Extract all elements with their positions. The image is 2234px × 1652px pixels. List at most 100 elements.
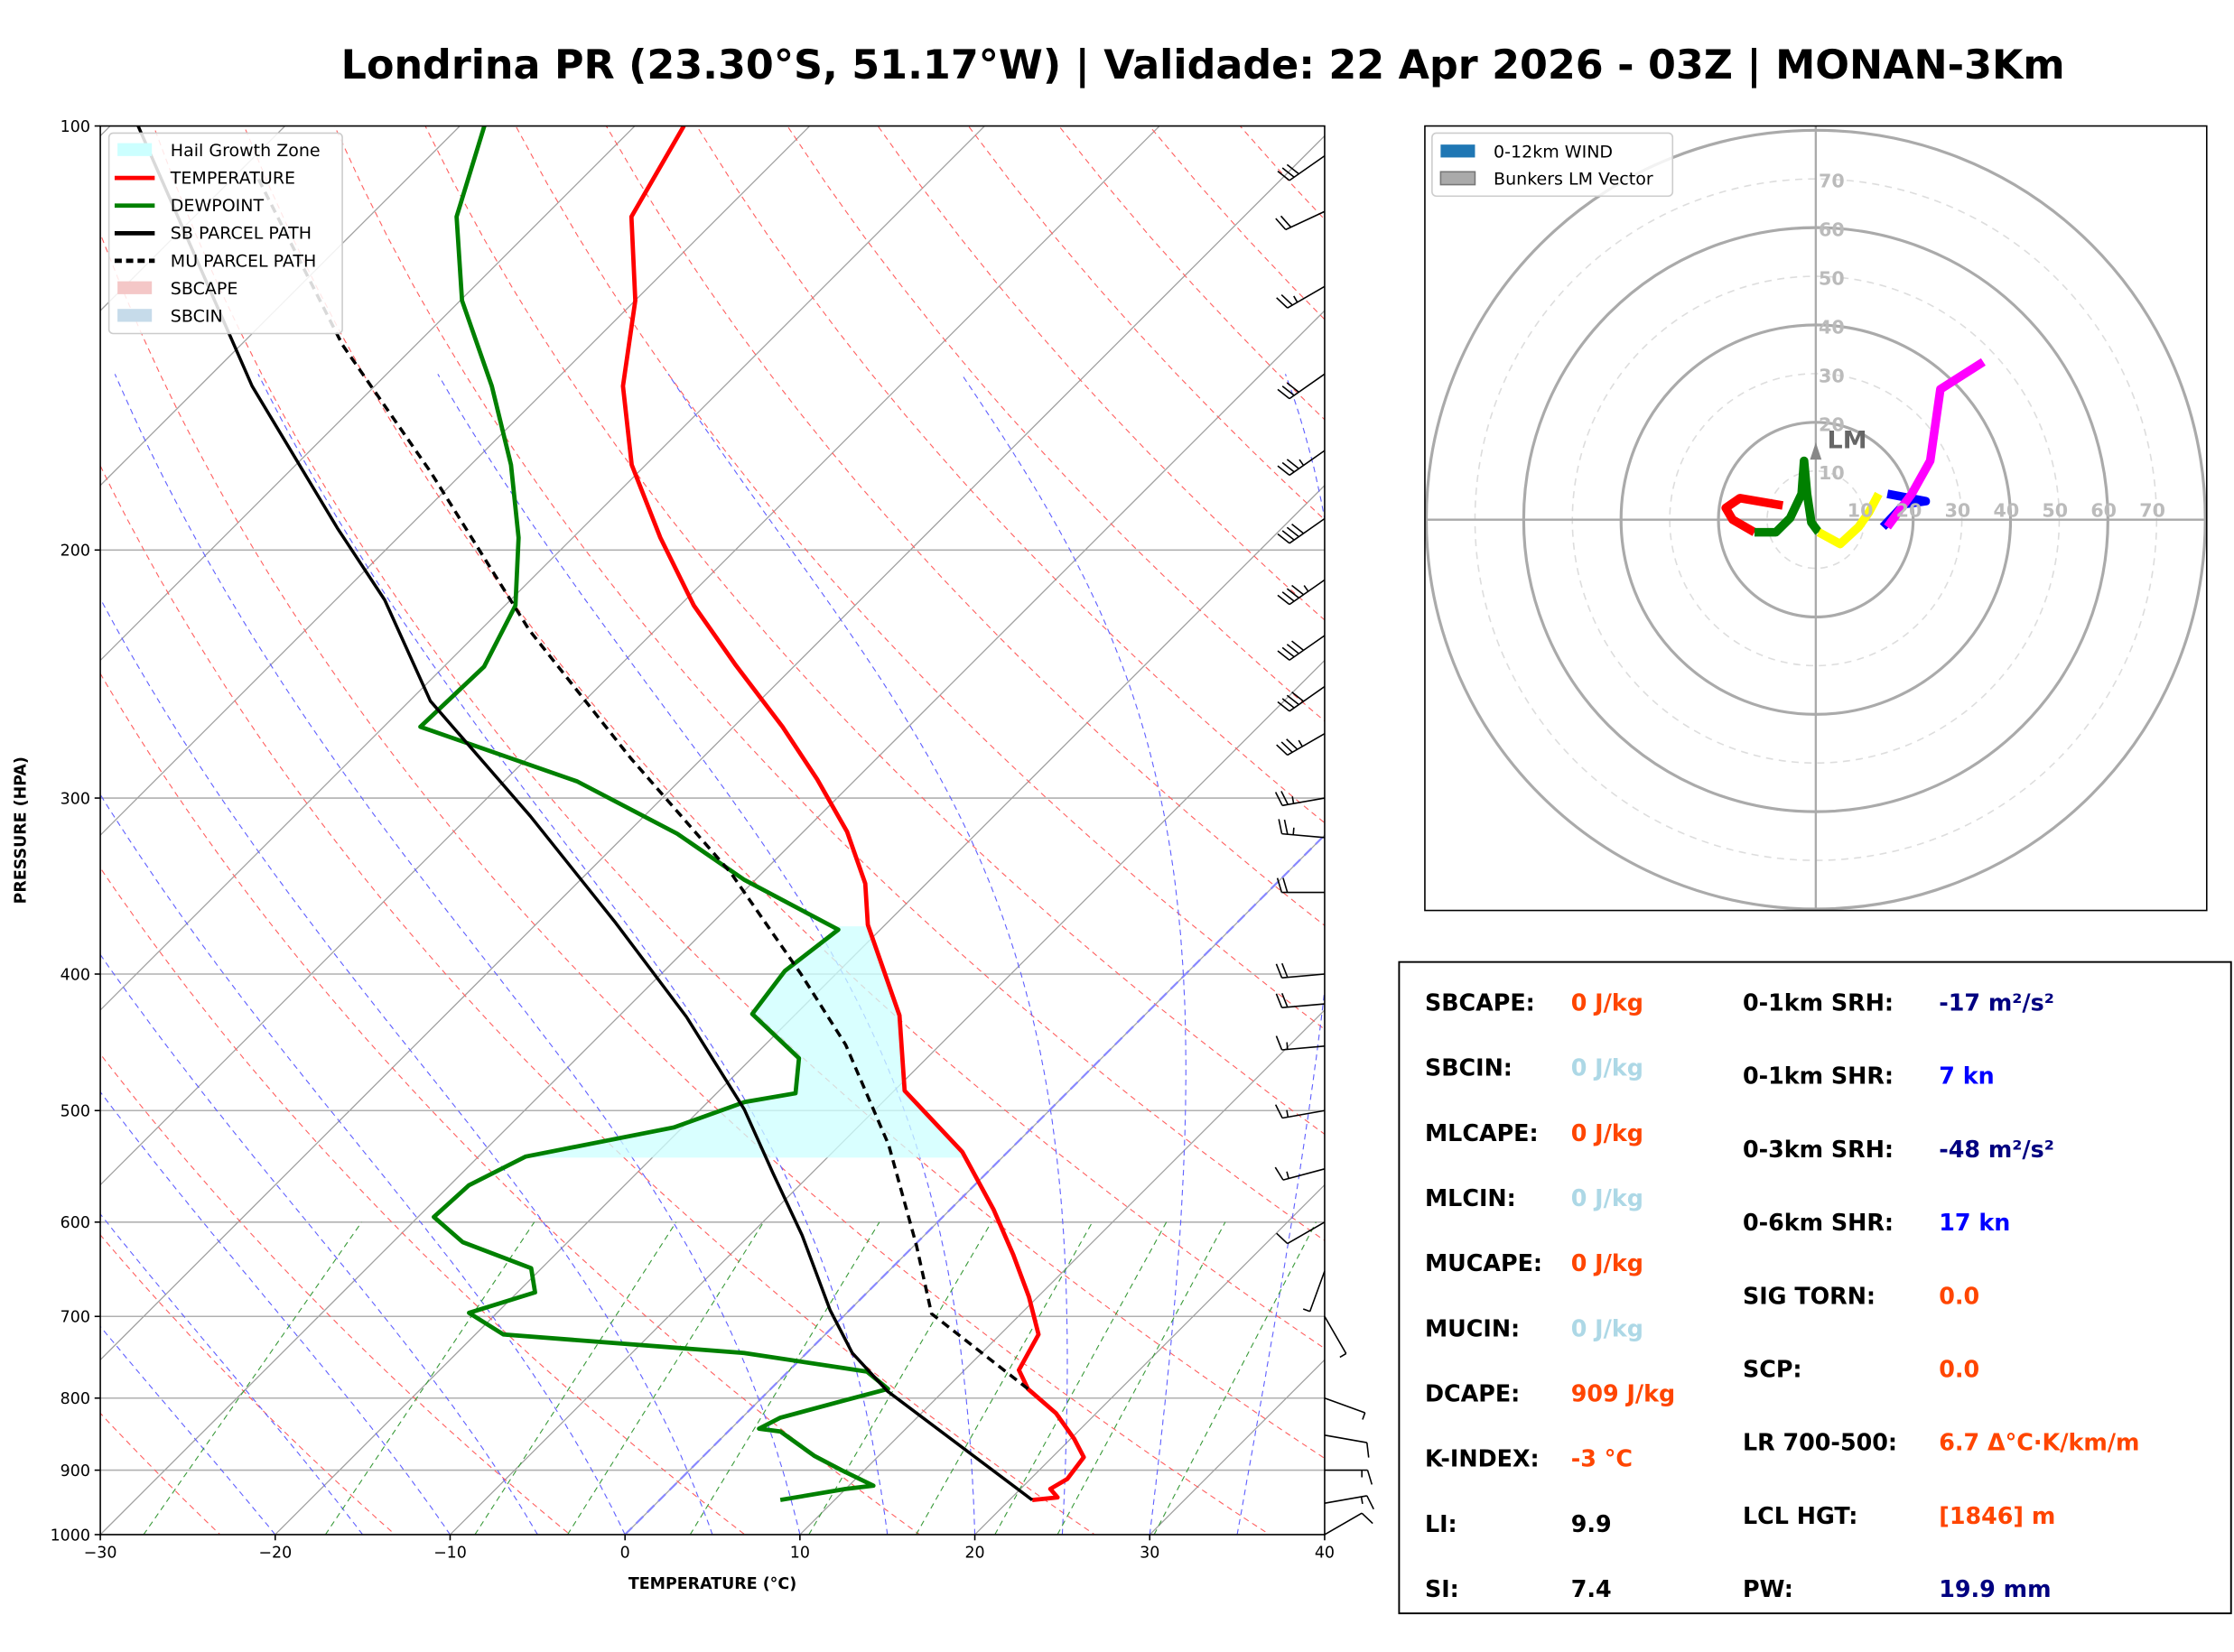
stat-value: 19.9 mm bbox=[1939, 1575, 2051, 1602]
wind-barb bbox=[1324, 1397, 1366, 1420]
ring-label-v: 60 bbox=[1819, 219, 1845, 241]
barb-half-flag bbox=[1298, 739, 1303, 747]
y-tick-label: 1000 bbox=[51, 1527, 90, 1545]
isotherm-line bbox=[100, 125, 636, 662]
stat-value: 7.4 bbox=[1571, 1575, 1612, 1602]
legend-swatch bbox=[117, 309, 153, 322]
mixing-ratio-line bbox=[567, 1221, 765, 1535]
barb-flag bbox=[1280, 294, 1293, 306]
dry-adiabat-line bbox=[334, 125, 1325, 1241]
mixing-ratio-line bbox=[1153, 1221, 1317, 1535]
wind-barb bbox=[1275, 962, 1326, 979]
barb-flag bbox=[1286, 526, 1299, 538]
barb-flag bbox=[1366, 1495, 1374, 1510]
hodograph-legend: 0-12km WIND Bunkers LM Vector bbox=[1431, 132, 1674, 198]
barb-flag bbox=[1280, 791, 1289, 805]
moist-adiabat-line bbox=[100, 598, 713, 1535]
barb-flag bbox=[1291, 524, 1305, 534]
legend-label: Bunkers LM Vector bbox=[1494, 170, 1653, 190]
barb-staff bbox=[1289, 579, 1326, 606]
stats-panel: SBCAPE: 0 J/kg SBCIN: 0 J/kg MLCAPE: 0 J/kg ML… bbox=[1398, 961, 2232, 1615]
stat-label: SIG TORN: bbox=[1743, 1282, 1876, 1309]
barb-flag bbox=[1361, 1512, 1373, 1525]
wind-barb bbox=[1324, 1434, 1370, 1458]
stats-box bbox=[1398, 961, 2232, 1615]
x-tick-label: 30 bbox=[1140, 1544, 1159, 1562]
stat-value: 17 kn bbox=[1939, 1209, 2010, 1236]
series-line-mu-parcel-path bbox=[254, 172, 1029, 1390]
legend-box bbox=[107, 132, 343, 335]
barb-flag bbox=[1366, 1442, 1370, 1458]
barb-staff bbox=[1281, 1045, 1326, 1051]
stat-label: SBCIN: bbox=[1425, 1054, 1513, 1081]
barb-flag bbox=[1286, 738, 1299, 750]
wind-barb bbox=[1277, 450, 1326, 477]
dry-adiabat-line bbox=[515, 125, 1325, 1030]
stat-value: 0 J/kg bbox=[1571, 989, 1643, 1016]
moist-adiabat-line bbox=[100, 1091, 451, 1535]
stat-label: LI: bbox=[1425, 1510, 1457, 1537]
barb-flag bbox=[1276, 744, 1289, 756]
x-tick-label: 10 bbox=[790, 1544, 810, 1562]
barb-flag bbox=[1291, 640, 1305, 651]
barb-flag bbox=[1286, 163, 1299, 175]
barb-staff bbox=[1281, 797, 1326, 807]
wind-barb bbox=[1276, 877, 1325, 894]
barb-staff bbox=[1289, 517, 1326, 544]
series-line-dewpoint bbox=[418, 125, 890, 1502]
skew-t-plot: −30 −20 −10 0 10 20 30 40 100 200 300 400 500 600 700 8… bbox=[13, 118, 1374, 1593]
hodograph-segment bbox=[1816, 491, 1883, 549]
ring-label-v: 40 bbox=[1819, 316, 1845, 338]
barb-staff bbox=[1281, 832, 1326, 839]
hail-growth-zone bbox=[523, 926, 966, 1158]
series-line-sb-parcel-path bbox=[136, 125, 1034, 1501]
barb-flag bbox=[1276, 877, 1283, 893]
stat-value: 6.7 Δ°C·K/km/m bbox=[1939, 1429, 2139, 1456]
wind-barb bbox=[1275, 992, 1326, 1009]
barb-flag bbox=[1283, 819, 1289, 835]
barb-staff bbox=[1324, 1397, 1365, 1414]
y-tick-label: 200 bbox=[61, 543, 90, 561]
barb-flag bbox=[1286, 694, 1299, 706]
barb-flag bbox=[1281, 385, 1295, 396]
barb-flag bbox=[1281, 646, 1295, 658]
mixing-ratio-line bbox=[143, 1221, 362, 1535]
skewt-legend: Hail Growth Zone TEMPERATURE DEWPOINT SB PA… bbox=[107, 132, 343, 335]
wind-barb bbox=[1274, 1104, 1326, 1119]
plot-frame bbox=[99, 125, 1326, 1536]
barb-flag bbox=[1275, 993, 1283, 1008]
legend-swatch bbox=[117, 143, 153, 156]
barb-half-flag bbox=[1292, 827, 1295, 835]
dry-adiabat-line bbox=[153, 125, 1325, 1460]
barb-flag bbox=[1291, 691, 1305, 702]
wind-barb bbox=[1302, 1270, 1326, 1313]
ring-label-v: 20 bbox=[1819, 413, 1845, 435]
barb-flag bbox=[1280, 741, 1293, 753]
barb-staff bbox=[1287, 732, 1326, 756]
barb-half-flag bbox=[1360, 1496, 1364, 1504]
hodograph-frame bbox=[1424, 125, 2208, 912]
barb-half-flag bbox=[1362, 1412, 1366, 1420]
ring-label-u: 60 bbox=[2090, 499, 2117, 521]
x-tick-label: −30 bbox=[84, 1544, 117, 1562]
barb-staff bbox=[1308, 1270, 1326, 1313]
barb-flag bbox=[1274, 792, 1283, 806]
wind-barb bbox=[1324, 1315, 1347, 1359]
legend-box bbox=[1431, 132, 1674, 198]
wind-barb bbox=[1275, 1035, 1326, 1051]
barb-flag bbox=[1286, 382, 1299, 393]
wind-barb bbox=[1324, 1469, 1373, 1485]
barb-flag bbox=[1281, 962, 1289, 978]
barb-flag bbox=[1366, 1470, 1373, 1485]
wind-barb bbox=[1277, 579, 1326, 606]
hodograph-area bbox=[1424, 125, 2207, 911]
mixing-ratio-line bbox=[689, 1221, 880, 1535]
moist-adiabat-line bbox=[100, 953, 538, 1535]
stat-value: -48 m²/s² bbox=[1939, 1136, 2054, 1163]
barb-flag bbox=[1275, 963, 1283, 979]
isotherm-line bbox=[100, 310, 1325, 1535]
y-tick-label: 800 bbox=[61, 1390, 90, 1408]
ring-label-u: 30 bbox=[1945, 499, 1971, 521]
